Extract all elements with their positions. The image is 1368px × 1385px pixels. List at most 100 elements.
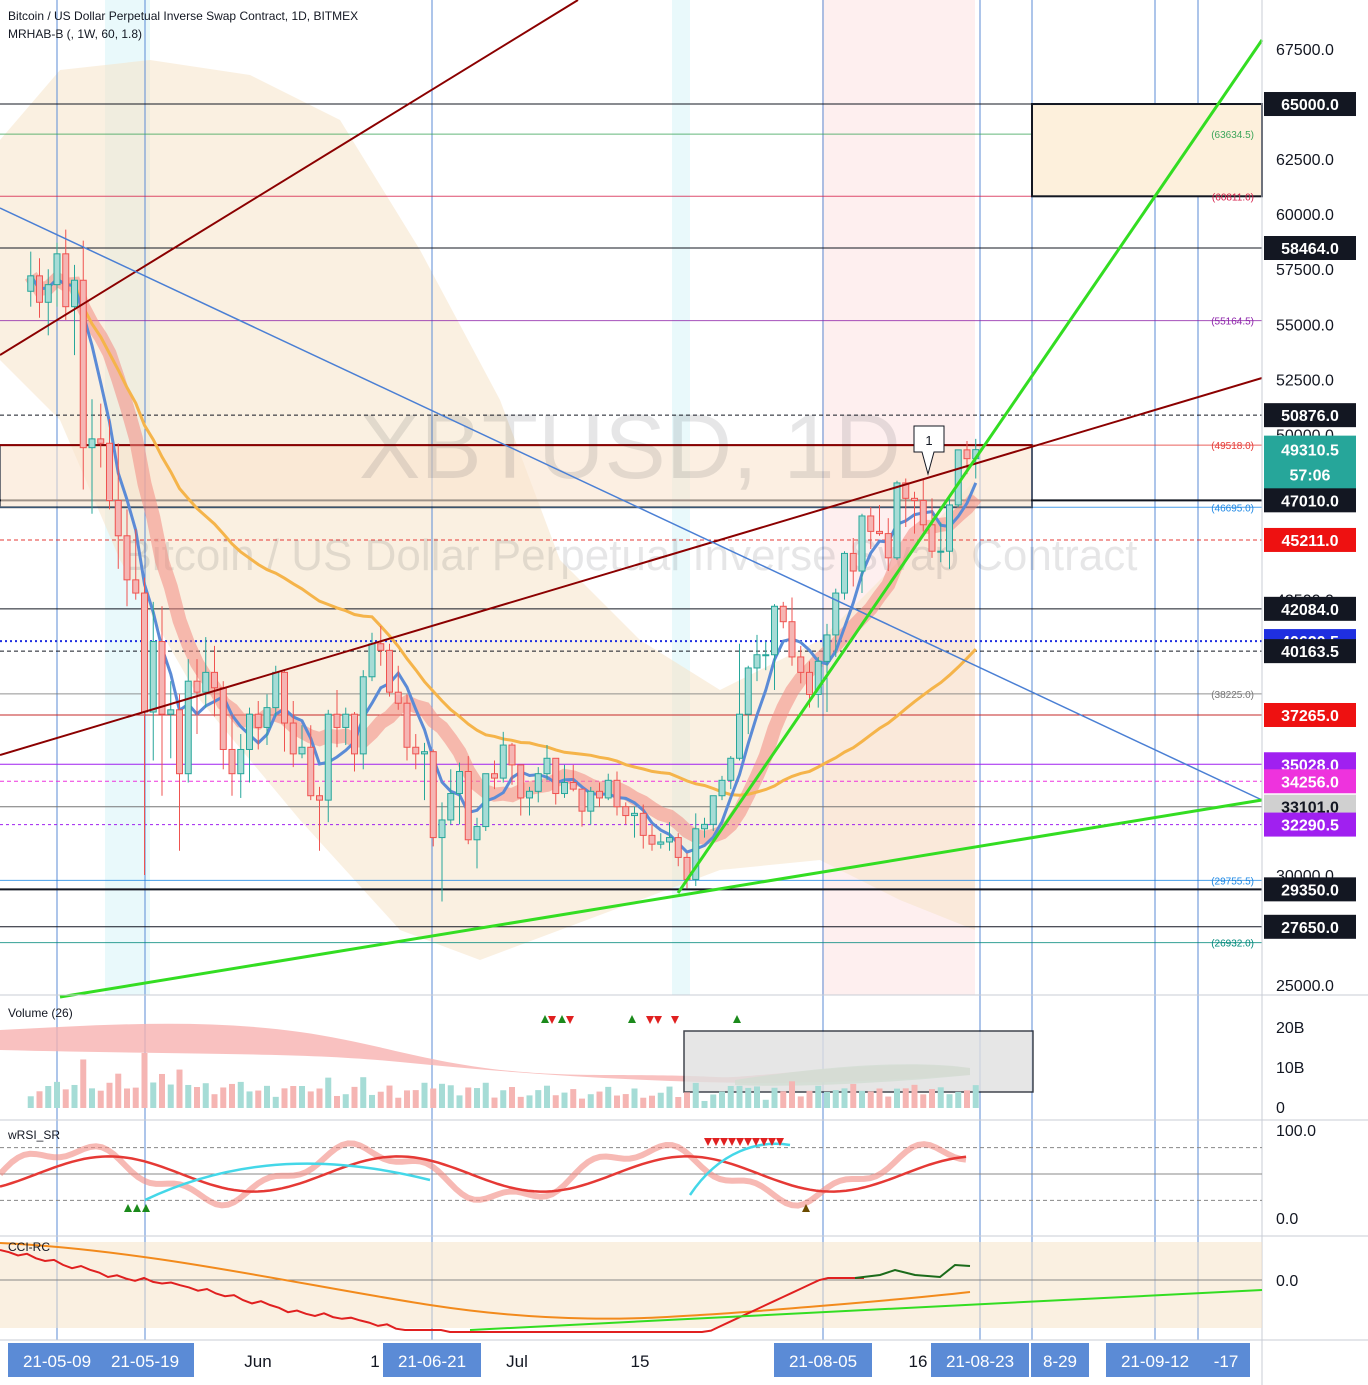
candle-body[interactable] <box>79 279 87 449</box>
candle-body[interactable] <box>202 671 210 693</box>
candle-body[interactable] <box>727 757 735 781</box>
candle-body[interactable] <box>919 500 927 526</box>
candle-body[interactable] <box>893 482 901 559</box>
candle-body[interactable] <box>876 530 883 535</box>
candle-body[interactable] <box>832 592 840 636</box>
candle-body[interactable] <box>674 837 682 858</box>
candle-body[interactable] <box>184 680 192 775</box>
candle-body[interactable] <box>517 764 525 799</box>
candle-body[interactable] <box>648 834 656 845</box>
candle-body[interactable] <box>342 713 350 728</box>
candle-body[interactable] <box>386 649 393 693</box>
candle-body[interactable] <box>937 550 945 553</box>
candle-body[interactable] <box>36 275 43 303</box>
candle-body[interactable] <box>351 713 358 755</box>
candle-body[interactable] <box>902 482 910 499</box>
candle-body[interactable] <box>482 773 490 828</box>
candle-body[interactable] <box>639 812 647 836</box>
candle-body[interactable] <box>123 535 131 581</box>
candle-body[interactable] <box>911 497 918 502</box>
candle-body[interactable] <box>403 702 411 748</box>
candle-body[interactable] <box>53 253 61 286</box>
candle-body[interactable] <box>666 837 673 843</box>
candle-body[interactable] <box>578 788 586 812</box>
candle-body[interactable] <box>167 709 175 715</box>
candle-body[interactable] <box>779 605 787 623</box>
candle-body[interactable] <box>421 751 428 755</box>
candle-body[interactable] <box>254 713 262 728</box>
candle-body[interactable] <box>657 841 665 845</box>
candle-body[interactable] <box>858 515 866 572</box>
candle-body[interactable] <box>281 671 288 724</box>
candle-body[interactable] <box>429 751 437 839</box>
candle-body[interactable] <box>806 671 813 695</box>
candle-body[interactable] <box>823 634 831 662</box>
candle-body[interactable] <box>543 757 551 775</box>
candle-body[interactable] <box>841 552 848 594</box>
candle-body[interactable] <box>289 722 297 755</box>
candle-body[interactable] <box>307 746 315 797</box>
candle-body[interactable] <box>552 757 560 795</box>
candle-body[interactable] <box>736 713 743 759</box>
candle-body[interactable] <box>464 770 472 841</box>
candle-body[interactable] <box>753 654 761 669</box>
candle-body[interactable] <box>88 438 96 449</box>
callout-marker[interactable] <box>913 425 945 476</box>
candle-body[interactable] <box>377 643 385 651</box>
candle-body[interactable] <box>456 770 463 795</box>
candle-body[interactable] <box>106 442 113 502</box>
candle-body[interactable] <box>526 790 533 799</box>
candle-body[interactable] <box>771 605 778 656</box>
candle-body[interactable] <box>298 746 306 755</box>
candle-body[interactable] <box>359 676 367 755</box>
candle-body[interactable] <box>692 828 700 880</box>
candle-body[interactable] <box>228 748 236 775</box>
candle-body[interactable] <box>272 671 280 709</box>
candle-body[interactable] <box>762 654 770 657</box>
candle-body[interactable] <box>447 793 455 821</box>
candle-body[interactable] <box>176 709 183 775</box>
candle-body[interactable] <box>491 773 498 779</box>
candle-body[interactable] <box>569 782 577 790</box>
candle-body[interactable] <box>867 515 875 532</box>
candle-body[interactable] <box>211 671 218 689</box>
candle-body[interactable] <box>158 641 166 715</box>
candle-body[interactable] <box>604 779 612 799</box>
candle-body[interactable] <box>788 621 796 658</box>
candle-body[interactable] <box>141 592 148 713</box>
candle-body[interactable] <box>193 680 201 693</box>
candle-body[interactable] <box>149 641 157 713</box>
candle-body[interactable] <box>928 524 936 552</box>
candle-body[interactable] <box>622 806 630 817</box>
candle-body[interactable] <box>946 504 953 552</box>
candle-body[interactable] <box>246 713 253 750</box>
candle-body[interactable] <box>744 667 752 715</box>
candle-body[interactable] <box>631 812 638 817</box>
candle-body[interactable] <box>71 279 78 308</box>
candle-body[interactable] <box>324 713 332 801</box>
candle-body[interactable] <box>718 779 726 797</box>
candle-body[interactable] <box>499 744 507 779</box>
candle-body[interactable] <box>963 449 971 460</box>
candle-body[interactable] <box>797 656 805 673</box>
candle-body[interactable] <box>412 746 420 755</box>
candle-body[interactable] <box>44 284 52 303</box>
candle-body[interactable] <box>596 790 603 799</box>
candle-body[interactable] <box>237 748 245 775</box>
candle-body[interactable] <box>333 713 341 728</box>
candle-body[interactable] <box>814 660 822 695</box>
candle-body[interactable] <box>219 687 227 750</box>
candle-body[interactable] <box>263 707 271 728</box>
candle-body[interactable] <box>701 823 708 830</box>
candle-body[interactable] <box>394 691 402 704</box>
candle-body[interactable] <box>954 449 962 506</box>
candle-body[interactable] <box>62 253 70 308</box>
candle-body[interactable] <box>132 579 140 594</box>
candle-body[interactable] <box>473 826 481 841</box>
candle-body[interactable] <box>534 773 542 792</box>
candle-body[interactable] <box>97 438 105 444</box>
candle-body[interactable] <box>613 779 621 808</box>
candle-body[interactable] <box>709 795 717 825</box>
candle-body[interactable] <box>561 782 568 795</box>
